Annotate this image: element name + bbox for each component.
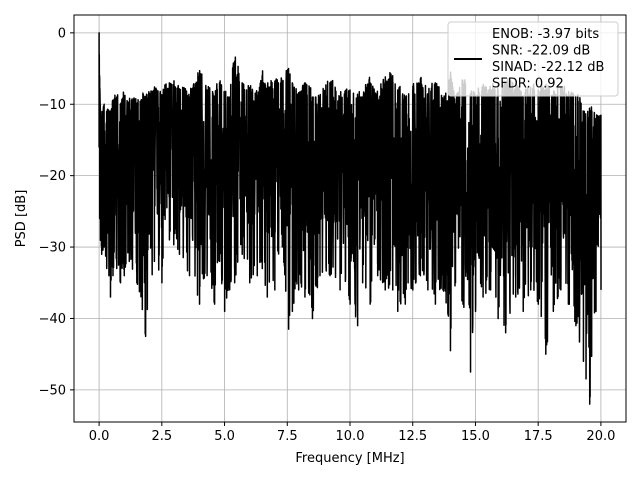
- legend-box: [447, 21, 619, 97]
- x-tick-label: 0.0: [89, 429, 110, 444]
- legend: ENOB: -3.97 bits SNR: -22.09 dB SINAD: -…: [447, 21, 619, 97]
- y-tick-label: −40: [39, 312, 66, 327]
- y-axis-label: PSD [dB]: [14, 190, 29, 248]
- y-tick-label: −30: [39, 241, 66, 256]
- x-tick-label: 15.0: [461, 429, 490, 444]
- x-tick-label: 10.0: [336, 429, 365, 444]
- y-tick-label: −20: [39, 169, 66, 184]
- y-tick-label: −50: [39, 383, 66, 398]
- x-axis-ticks: 0.0 2.5 5.0 7.5 10.0 12.5 15.0 17.5 20.0: [89, 422, 615, 444]
- x-tick-label: 20.0: [586, 429, 615, 444]
- y-axis-ticks: 0 −10 −20 −30 −40 −50: [39, 26, 74, 398]
- legend-sinad: SINAD: -22.12 dB: [492, 60, 604, 75]
- y-tick-label: 0: [58, 26, 66, 41]
- x-tick-label: 17.5: [524, 429, 553, 444]
- y-tick-label: −10: [39, 98, 66, 113]
- x-axis-label: Frequency [MHz]: [295, 451, 404, 466]
- x-tick-label: 2.5: [151, 429, 172, 444]
- x-tick-label: 12.5: [398, 429, 427, 444]
- legend-sfdr: SFDR: 0.92: [492, 77, 564, 92]
- x-tick-label: 5.0: [214, 429, 235, 444]
- x-tick-label: 7.5: [277, 429, 298, 444]
- legend-enob: ENOB: -3.97 bits: [492, 27, 599, 42]
- legend-snr: SNR: -22.09 dB: [492, 44, 590, 59]
